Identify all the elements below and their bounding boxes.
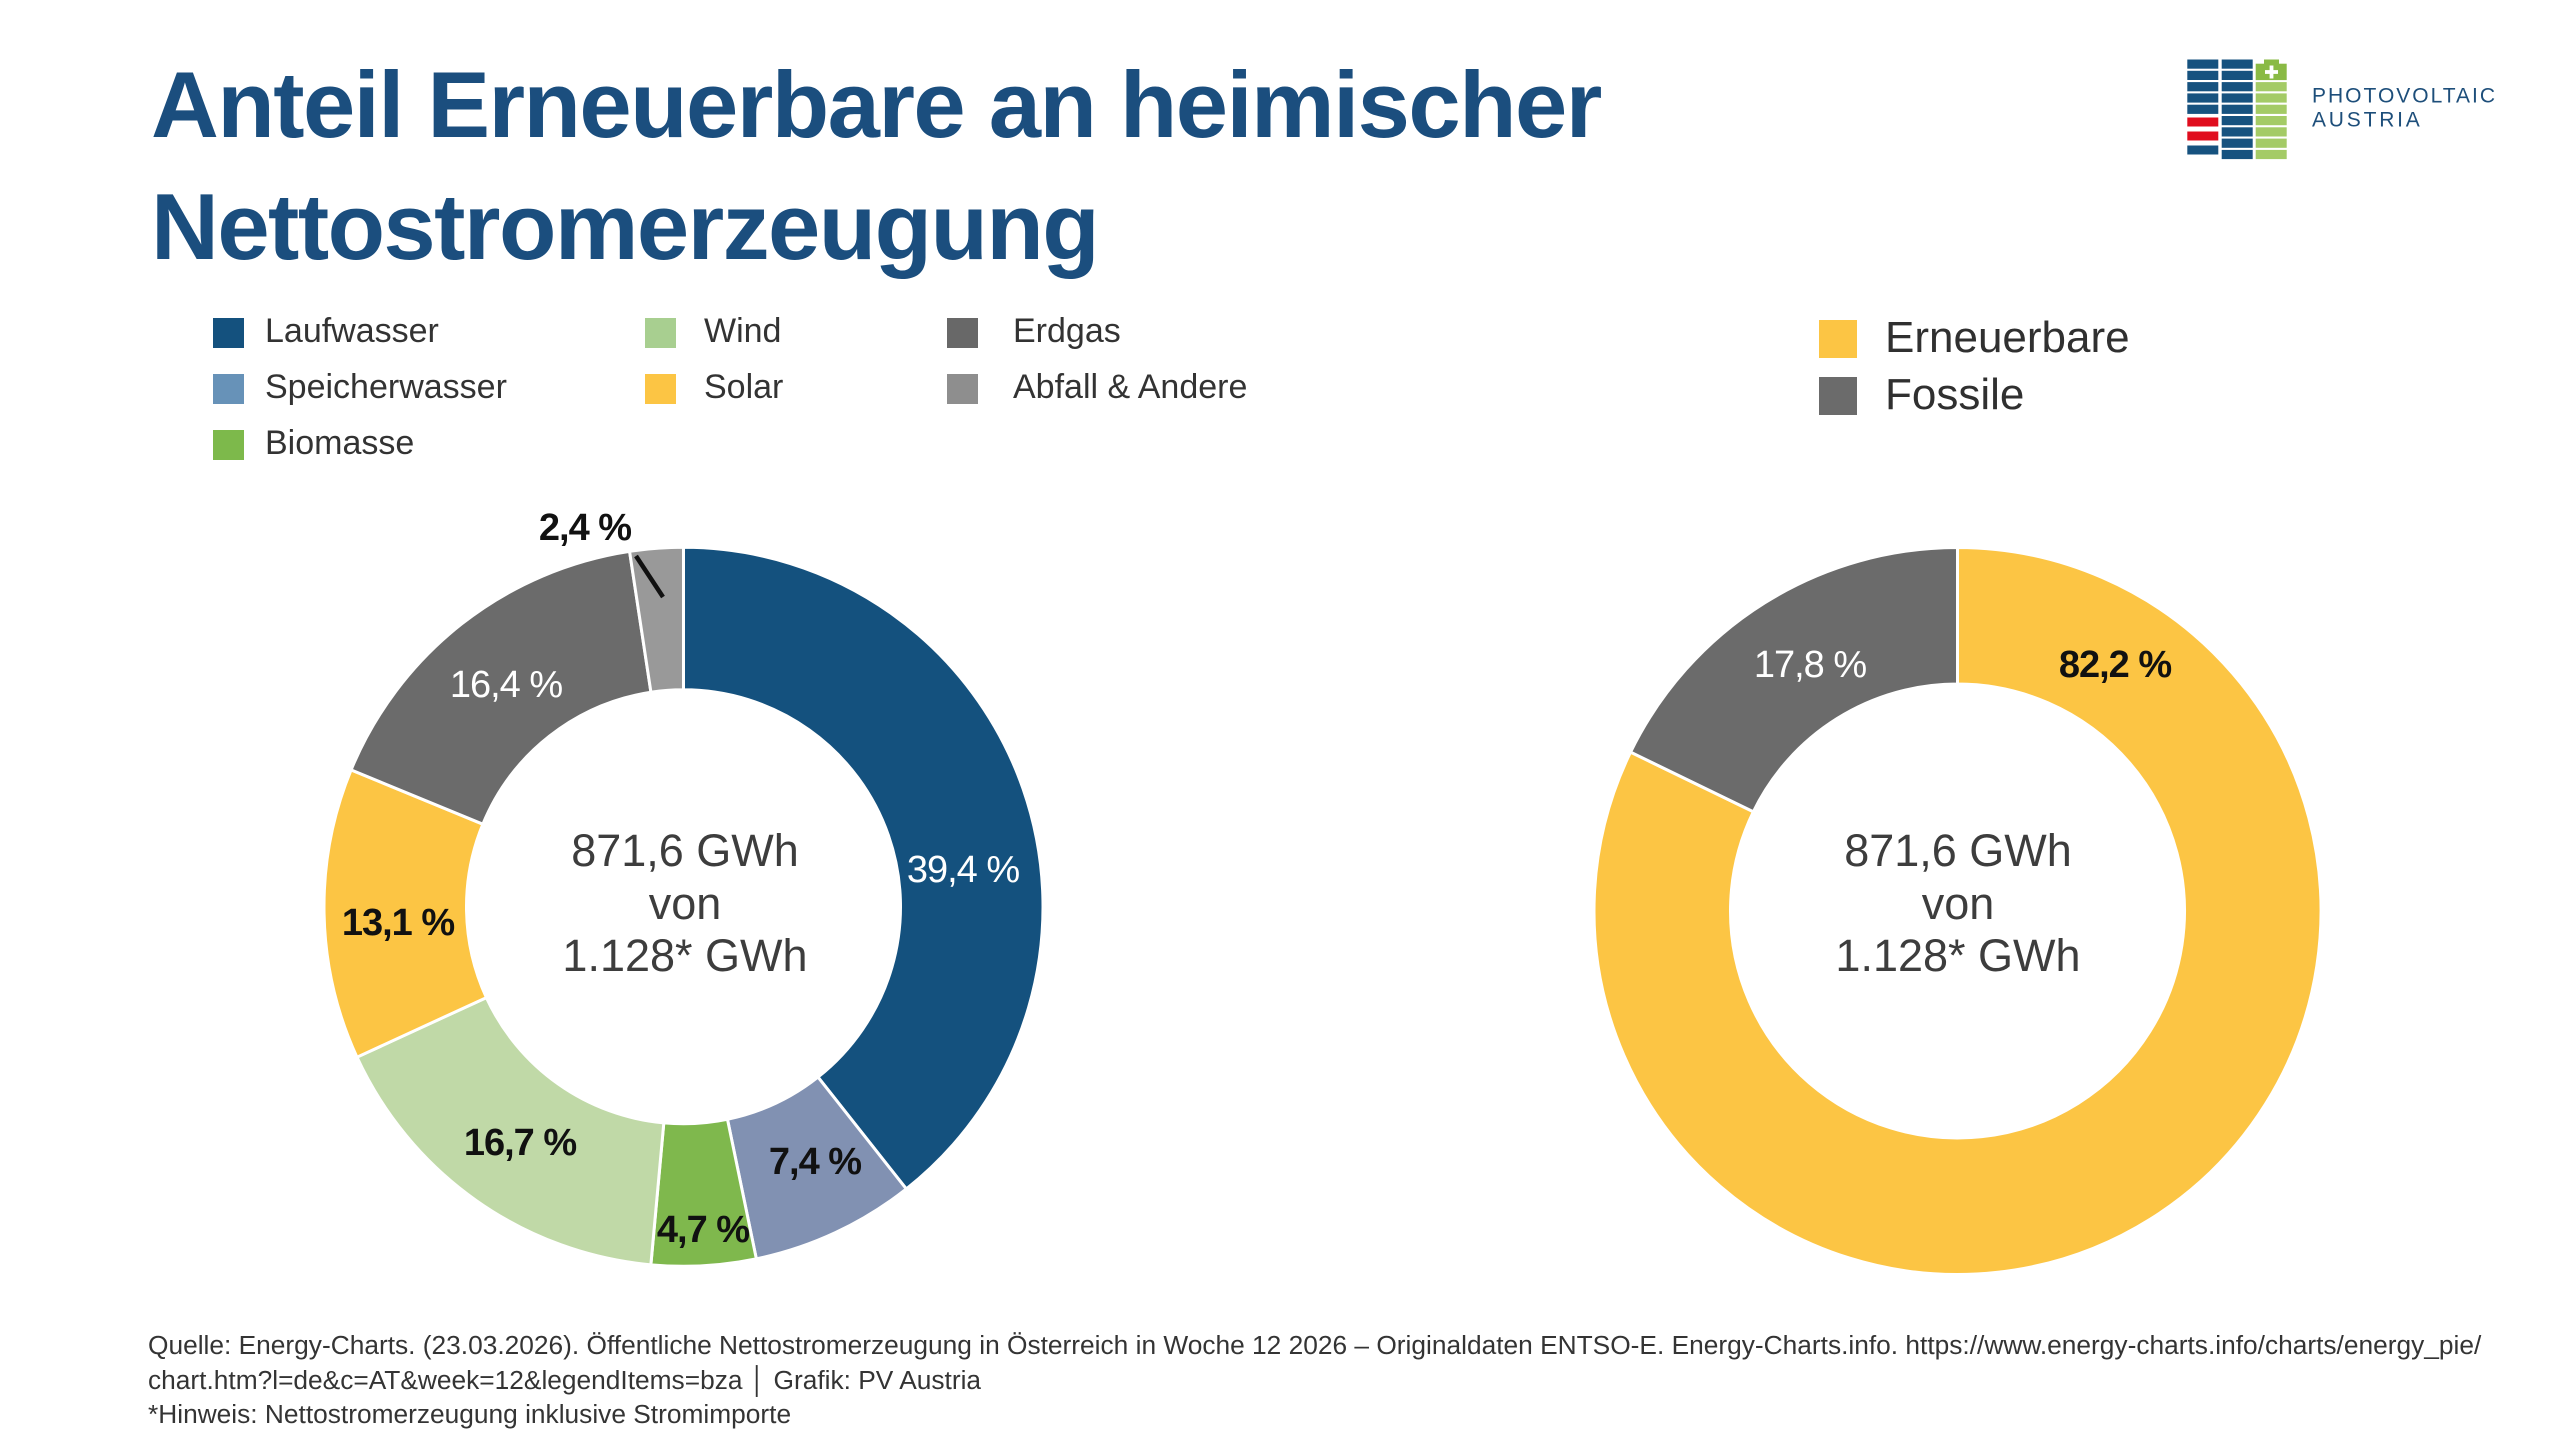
svg-text:7,4 %: 7,4 % (769, 1141, 861, 1183)
svg-text:4,7 %: 4,7 % (657, 1209, 749, 1251)
svg-text:16,4 %: 16,4 % (450, 664, 563, 706)
svg-text:82,2 %: 82,2 % (2059, 644, 2172, 686)
svg-text:13,1 %: 13,1 % (342, 902, 455, 944)
svg-text:16,7 %: 16,7 % (464, 1122, 577, 1164)
svg-text:39,4 %: 39,4 % (907, 849, 1020, 891)
svg-text:2,4 %: 2,4 % (539, 507, 631, 549)
svg-text:17,8 %: 17,8 % (1754, 644, 1867, 686)
svg-text:PHOTOVOLTAIC: PHOTOVOLTAIC (2312, 85, 2497, 108)
svg-text:AUSTRIA: AUSTRIA (2312, 109, 2423, 132)
